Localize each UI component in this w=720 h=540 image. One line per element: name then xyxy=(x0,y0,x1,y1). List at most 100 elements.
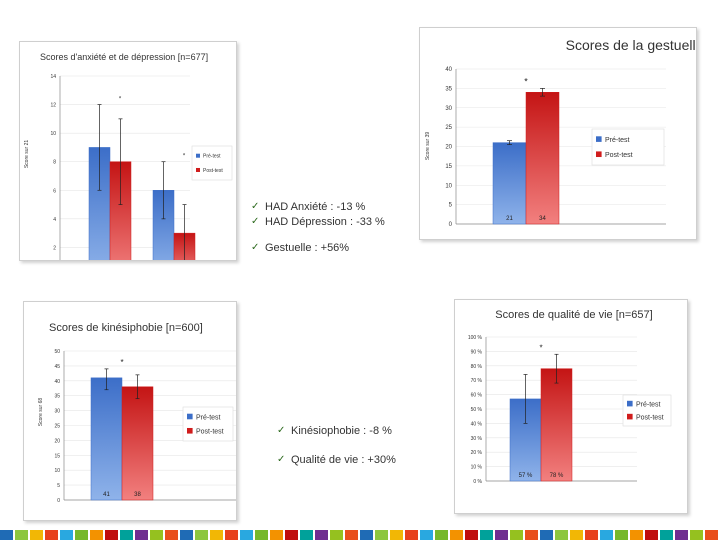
stripe-segment xyxy=(630,530,643,540)
stripe-segment xyxy=(555,530,568,540)
legend-label: Pré-test xyxy=(605,137,630,144)
y-tick-label: 20 xyxy=(54,438,60,444)
y-tick-label: 25 xyxy=(54,424,60,430)
stripe-segment xyxy=(585,530,598,540)
legend-box xyxy=(622,394,672,427)
data-label: 38 xyxy=(134,492,141,498)
stripe-segment xyxy=(330,530,343,540)
stripe-segment xyxy=(210,530,223,540)
y-tick-label: 45 xyxy=(54,364,60,370)
legend-label: Post-test xyxy=(636,414,664,421)
legend-swatch xyxy=(187,427,193,434)
stripe-segment xyxy=(690,530,703,540)
significance-marker: * xyxy=(183,154,186,160)
bar-post-test xyxy=(121,386,154,501)
data-label: 78 % xyxy=(550,473,564,479)
stripe-segment xyxy=(315,530,328,540)
y-tick-label: 10 % xyxy=(471,465,483,471)
y-tick-label: 30 % xyxy=(471,436,483,442)
legend-label: Post-test xyxy=(196,429,224,436)
legend-label: Pré-test xyxy=(203,154,221,160)
y-tick-label: 10 xyxy=(445,183,452,189)
y-tick-label: 4 xyxy=(53,217,56,223)
check-icon: ✓ xyxy=(251,201,260,212)
list-item: ✓ HAD Anxiété : -13 % xyxy=(251,200,366,213)
stripe-segment xyxy=(660,530,673,540)
y-tick-label: 5 xyxy=(57,483,60,489)
stripe-segment xyxy=(105,530,118,540)
legend-box xyxy=(191,145,233,181)
y-tick-label: 40 % xyxy=(471,421,483,427)
quality-of-life-chart: Scores de qualité de vie [n=657] 0 % 10 % 2… xyxy=(454,299,688,514)
chart-title: Scores de qualité de vie [n=657] xyxy=(495,309,652,321)
y-tick-label: 10 xyxy=(54,468,60,474)
stripe-segment xyxy=(390,530,403,540)
stripe-segment xyxy=(240,530,253,540)
legend-label: Post-test xyxy=(605,152,633,159)
y-tick-label: 35 xyxy=(445,86,452,92)
stripe-segment xyxy=(120,530,133,540)
y-tick-label: 50 xyxy=(54,349,60,355)
stripe-segment xyxy=(0,530,13,540)
y-tick-label: 40 xyxy=(54,379,60,385)
stripe-segment xyxy=(615,530,628,540)
list-item: ✓ HAD Dépression : -33 % xyxy=(251,215,385,228)
legend-label: Pré-test xyxy=(636,401,661,408)
bar-pre-test xyxy=(90,377,123,501)
stripe-segment xyxy=(360,530,373,540)
stripe-segment xyxy=(225,530,238,540)
chart-title: Scores de kinésiphobie [n=600] xyxy=(49,322,203,334)
y-tick-label: 12 xyxy=(50,103,56,109)
stripe-segment xyxy=(270,530,283,540)
summary-bottom: ✓ Kinésiophobie : -8 % ✓ Qualité de vie : … xyxy=(277,423,396,467)
y-tick-label: 100 % xyxy=(468,335,483,341)
stripe-segment xyxy=(165,530,178,540)
stripe-segment xyxy=(675,530,688,540)
stripe-segment xyxy=(480,530,493,540)
y-tick-label: 0 xyxy=(57,498,60,504)
y-tick-label: 40 xyxy=(445,67,452,73)
stripe-segment xyxy=(345,530,358,540)
stripe-segment xyxy=(420,530,433,540)
y-tick-label: 30 xyxy=(445,106,452,112)
legend-swatch xyxy=(187,413,193,420)
check-icon: ✓ xyxy=(251,242,260,253)
stripe-segment xyxy=(45,530,58,540)
list-item: ✓ Kinésiophobie : -8 % xyxy=(277,424,392,437)
y-tick-label: 30 xyxy=(54,409,60,415)
stripe-segment xyxy=(285,530,298,540)
data-label: 21 xyxy=(506,216,513,222)
y-tick-label: 15 xyxy=(445,164,452,170)
stripe-segment xyxy=(405,530,418,540)
stripe-segment xyxy=(135,530,148,540)
legend-label: Post-test xyxy=(203,168,223,174)
y-tick-label: 14 xyxy=(50,74,56,80)
stripe-segment xyxy=(30,530,43,540)
stripe-segment xyxy=(540,530,553,540)
stripe-segment xyxy=(495,530,508,540)
legend-box xyxy=(591,128,665,166)
legend-box xyxy=(182,406,234,442)
significance-marker: * xyxy=(539,343,542,352)
significance-marker: * xyxy=(120,358,123,367)
y-tick-label: 2 xyxy=(53,245,56,251)
stripe-segment xyxy=(255,530,268,540)
y-tick-label: 6 xyxy=(53,188,56,194)
y-tick-label: 5 xyxy=(449,203,453,209)
stripe-segment xyxy=(435,530,448,540)
y-tick-label: 20 % xyxy=(471,450,483,456)
data-label: 34 xyxy=(539,216,546,222)
gesture-chart: Scores de la gestuelle [n=679] 0 5 10 15 20 25… xyxy=(419,27,697,240)
stripe-segment xyxy=(75,530,88,540)
y-tick-label: 25 xyxy=(445,125,452,131)
stripe-segment xyxy=(60,530,73,540)
y-tick-label: 0 xyxy=(449,222,453,228)
legend-swatch xyxy=(196,153,200,158)
stripe-segment xyxy=(195,530,208,540)
y-tick-label: 60 % xyxy=(471,393,483,399)
check-icon: ✓ xyxy=(277,425,286,436)
stripe-segment xyxy=(465,530,478,540)
y-tick-label: 8 xyxy=(53,160,56,166)
y-axis-label: Score sur 39 xyxy=(425,132,431,161)
stripe-segment xyxy=(180,530,193,540)
